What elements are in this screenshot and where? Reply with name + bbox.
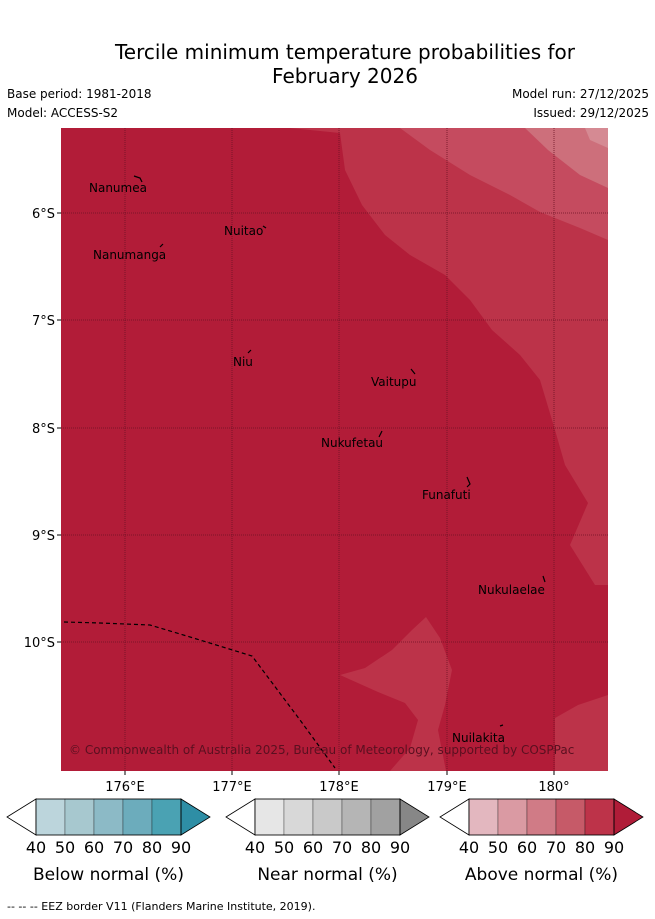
lon-label-179e: 179°E bbox=[427, 780, 467, 795]
probability-shading bbox=[61, 128, 608, 771]
legend-above-bin-80 bbox=[584, 798, 615, 836]
lat-label-7s: 7°S bbox=[32, 314, 55, 329]
place-label-nuitao: Nuitao bbox=[224, 224, 263, 238]
model-run: Model run: 27/12/2025 bbox=[511, 87, 649, 101]
legend-below-tick-80: 80 bbox=[142, 838, 162, 857]
legend-near-normal: 40 50 60 70 80 90 Near normal (%) bbox=[225, 798, 430, 885]
lat-label-8s: 8°S bbox=[32, 422, 55, 437]
legend-above-normal: 40 50 60 70 80 90 Above normal (%) bbox=[439, 798, 644, 885]
legend-near-bin-60 bbox=[312, 798, 343, 836]
island-niu-shape bbox=[247, 349, 252, 354]
island-vaitupu-shape bbox=[410, 368, 416, 375]
title-line-2: February 2026 bbox=[272, 64, 418, 88]
eez-border-note: -- -- -- EEZ border V11 (Flanders Marine… bbox=[7, 900, 316, 913]
legend-above-low-extend bbox=[439, 798, 470, 836]
latitude-axis: 6°S 7°S 8°S 9°S 10°S bbox=[24, 207, 61, 651]
legend-near-bin-80 bbox=[370, 798, 401, 836]
legend-below-bin-80 bbox=[151, 798, 182, 836]
eez-border-line bbox=[63, 621, 336, 769]
legend-below-normal: 40 50 60 70 80 90 Below normal (%) bbox=[6, 798, 211, 885]
lon-label-180: 180° bbox=[538, 780, 569, 795]
legend-near-bin-70 bbox=[341, 798, 372, 836]
shading-tier-80-south bbox=[340, 617, 452, 771]
lon-label-177e: 177°E bbox=[212, 780, 252, 795]
legend-above-bin-40 bbox=[468, 798, 499, 836]
legend-below-tick-90: 90 bbox=[171, 838, 191, 857]
title-line-1: Tercile minimum temperature probabilitie… bbox=[114, 40, 576, 64]
shading-tier-60 bbox=[525, 128, 608, 188]
legend-near-label: Near normal (%) bbox=[257, 865, 397, 885]
island-funafuti-shape bbox=[466, 476, 471, 488]
legend-above-outline bbox=[468, 798, 615, 836]
issued-date: Issued: 29/12/2025 bbox=[533, 106, 649, 120]
legend-below-bin-70 bbox=[122, 798, 153, 836]
shading-tier-50 bbox=[585, 128, 608, 148]
legend-above-tick-50: 50 bbox=[488, 838, 508, 857]
map-title: Tercile minimum temperature probabilitie… bbox=[0, 40, 655, 88]
legend-below-outline bbox=[35, 798, 182, 836]
legend-below-bin-40 bbox=[35, 798, 66, 836]
legend-above-tick-40: 40 bbox=[459, 838, 479, 857]
legend-below-tick-60: 60 bbox=[84, 838, 104, 857]
island-nuilakita-shape bbox=[499, 724, 504, 727]
lat-label-6s: 6°S bbox=[32, 207, 55, 222]
place-label-nanumea: Nanumea bbox=[89, 181, 147, 195]
legend-above-bin-60 bbox=[526, 798, 557, 836]
lon-label-176e: 176°E bbox=[105, 780, 145, 795]
shading-tier-80 bbox=[290, 128, 608, 585]
legend-above-tick-90: 90 bbox=[604, 838, 624, 857]
legend-near-bin-50 bbox=[283, 798, 314, 836]
place-label-vaitupu: Vaitupu bbox=[371, 375, 417, 389]
lon-label-178e: 178°E bbox=[319, 780, 359, 795]
legend-near-high-extend bbox=[399, 798, 430, 836]
legend-near-tick-50: 50 bbox=[274, 838, 294, 857]
place-label-nanumanga: Nanumanga bbox=[93, 248, 166, 262]
legend-below-bin-60 bbox=[93, 798, 124, 836]
place-labels: Nanumea Nuitao Nanumanga Niu Vaitupu Nuk… bbox=[89, 181, 545, 745]
legend-above-bin-50 bbox=[497, 798, 528, 836]
place-label-nukufetau: Nukufetau bbox=[321, 436, 383, 450]
legend-above-high-extend bbox=[613, 798, 644, 836]
island-nukulaelae-shape bbox=[542, 575, 546, 583]
legend-near-low-extend bbox=[225, 798, 256, 836]
legend-near-outline bbox=[254, 798, 401, 836]
legend-below-bin-50 bbox=[64, 798, 95, 836]
island-nanumanga-shape bbox=[159, 243, 164, 248]
copyright-notice: © Commonwealth of Australia 2025, Bureau… bbox=[69, 743, 574, 757]
place-label-nuilakita: Nuilakita bbox=[452, 731, 505, 745]
island-nanumea-shape bbox=[133, 175, 143, 183]
legend-near-tick-40: 40 bbox=[245, 838, 265, 857]
legend-below-label: Below normal (%) bbox=[33, 865, 184, 885]
legend-above-tick-80: 80 bbox=[575, 838, 595, 857]
legend-above-tick-70: 70 bbox=[546, 838, 566, 857]
shading-tier-80-southeast bbox=[555, 695, 608, 771]
legend-near-tick-60: 60 bbox=[303, 838, 323, 857]
model-name: Model: ACCESS-S2 bbox=[7, 106, 119, 120]
longitude-axis: 176°E 177°E 178°E 179°E 180° bbox=[105, 771, 570, 795]
legend-below-tick-50: 50 bbox=[55, 838, 75, 857]
legend-near-bin-40 bbox=[254, 798, 285, 836]
legend-colorbars: 40 50 60 70 80 90 Below normal (%) 40 50 60 70 80 90… bbox=[6, 798, 644, 885]
legend-above-tick-60: 60 bbox=[517, 838, 537, 857]
lat-label-9s: 9°S bbox=[32, 529, 55, 544]
place-label-nukulaelae: Nukulaelae bbox=[478, 583, 545, 597]
base-period: Base period: 1981-2018 bbox=[7, 87, 152, 101]
island-nukufetau-shape bbox=[378, 430, 383, 438]
legend-near-tick-70: 70 bbox=[332, 838, 352, 857]
island-outlines bbox=[133, 175, 546, 727]
legend-near-tick-90: 90 bbox=[390, 838, 410, 857]
place-label-niu: Niu bbox=[233, 355, 253, 369]
legend-near-tick-80: 80 bbox=[361, 838, 381, 857]
legend-below-tick-40: 40 bbox=[26, 838, 46, 857]
legend-above-bin-70 bbox=[555, 798, 586, 836]
lat-label-10s: 10°S bbox=[24, 636, 55, 651]
legend-above-label: Above normal (%) bbox=[465, 865, 618, 885]
legend-below-low-extend bbox=[6, 798, 37, 836]
legend-below-high-extend bbox=[180, 798, 211, 836]
island-nuitao-shape bbox=[262, 225, 267, 229]
place-label-funafuti: Funafuti bbox=[422, 488, 471, 502]
legend-below-tick-70: 70 bbox=[113, 838, 133, 857]
